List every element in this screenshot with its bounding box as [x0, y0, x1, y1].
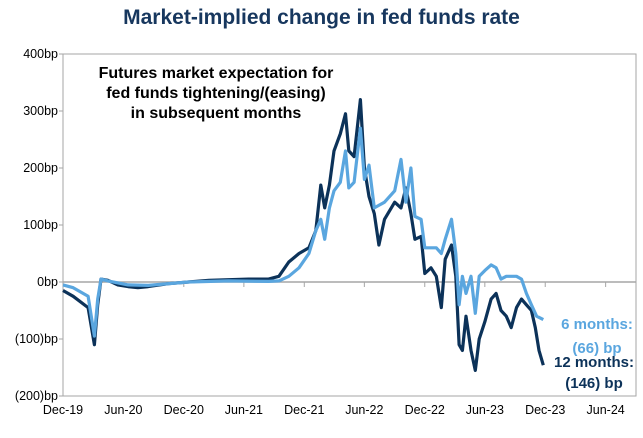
- x-tick-label: Jun-21: [225, 403, 263, 417]
- chart-title: Market-implied change in fed funds rate: [123, 6, 520, 29]
- series-line-6-months: [62, 126, 545, 338]
- y-tick-label: 300bp: [23, 104, 58, 118]
- y-tick-label: 100bp: [23, 218, 58, 232]
- x-tick-label: Dec-20: [164, 403, 204, 417]
- y-tick-label: (200)bp: [15, 389, 58, 403]
- x-tick-label: Dec-19: [43, 403, 83, 417]
- x-tick-label: Jun-22: [345, 403, 383, 417]
- series-end-label: 12 months:: [554, 354, 634, 371]
- x-tick-label: Jun-23: [466, 403, 504, 417]
- x-tick-label: Jun-20: [104, 403, 142, 417]
- x-tick-label: Dec-21: [284, 403, 324, 417]
- x-tick-label: Dec-23: [525, 403, 565, 417]
- annotation-line: Futures market expectation for: [99, 65, 334, 82]
- y-tick-label: 200bp: [23, 161, 58, 175]
- series-end-label: (66) bp: [572, 340, 621, 357]
- series-end-label: 6 months:: [561, 316, 633, 333]
- series-line-12-months: [62, 97, 545, 372]
- x-tick-label: Dec-22: [405, 403, 445, 417]
- annotation-line: in subsequent months: [131, 105, 302, 122]
- annotation-line: fed funds tightening/(easing): [106, 85, 326, 102]
- x-tick-label: Jun-24: [587, 403, 625, 417]
- series-end-label: (146) bp: [565, 375, 623, 392]
- y-tick-label: 0bp: [37, 275, 58, 289]
- y-tick-label: 400bp: [23, 47, 58, 61]
- y-tick-label: (100)bp: [15, 332, 58, 346]
